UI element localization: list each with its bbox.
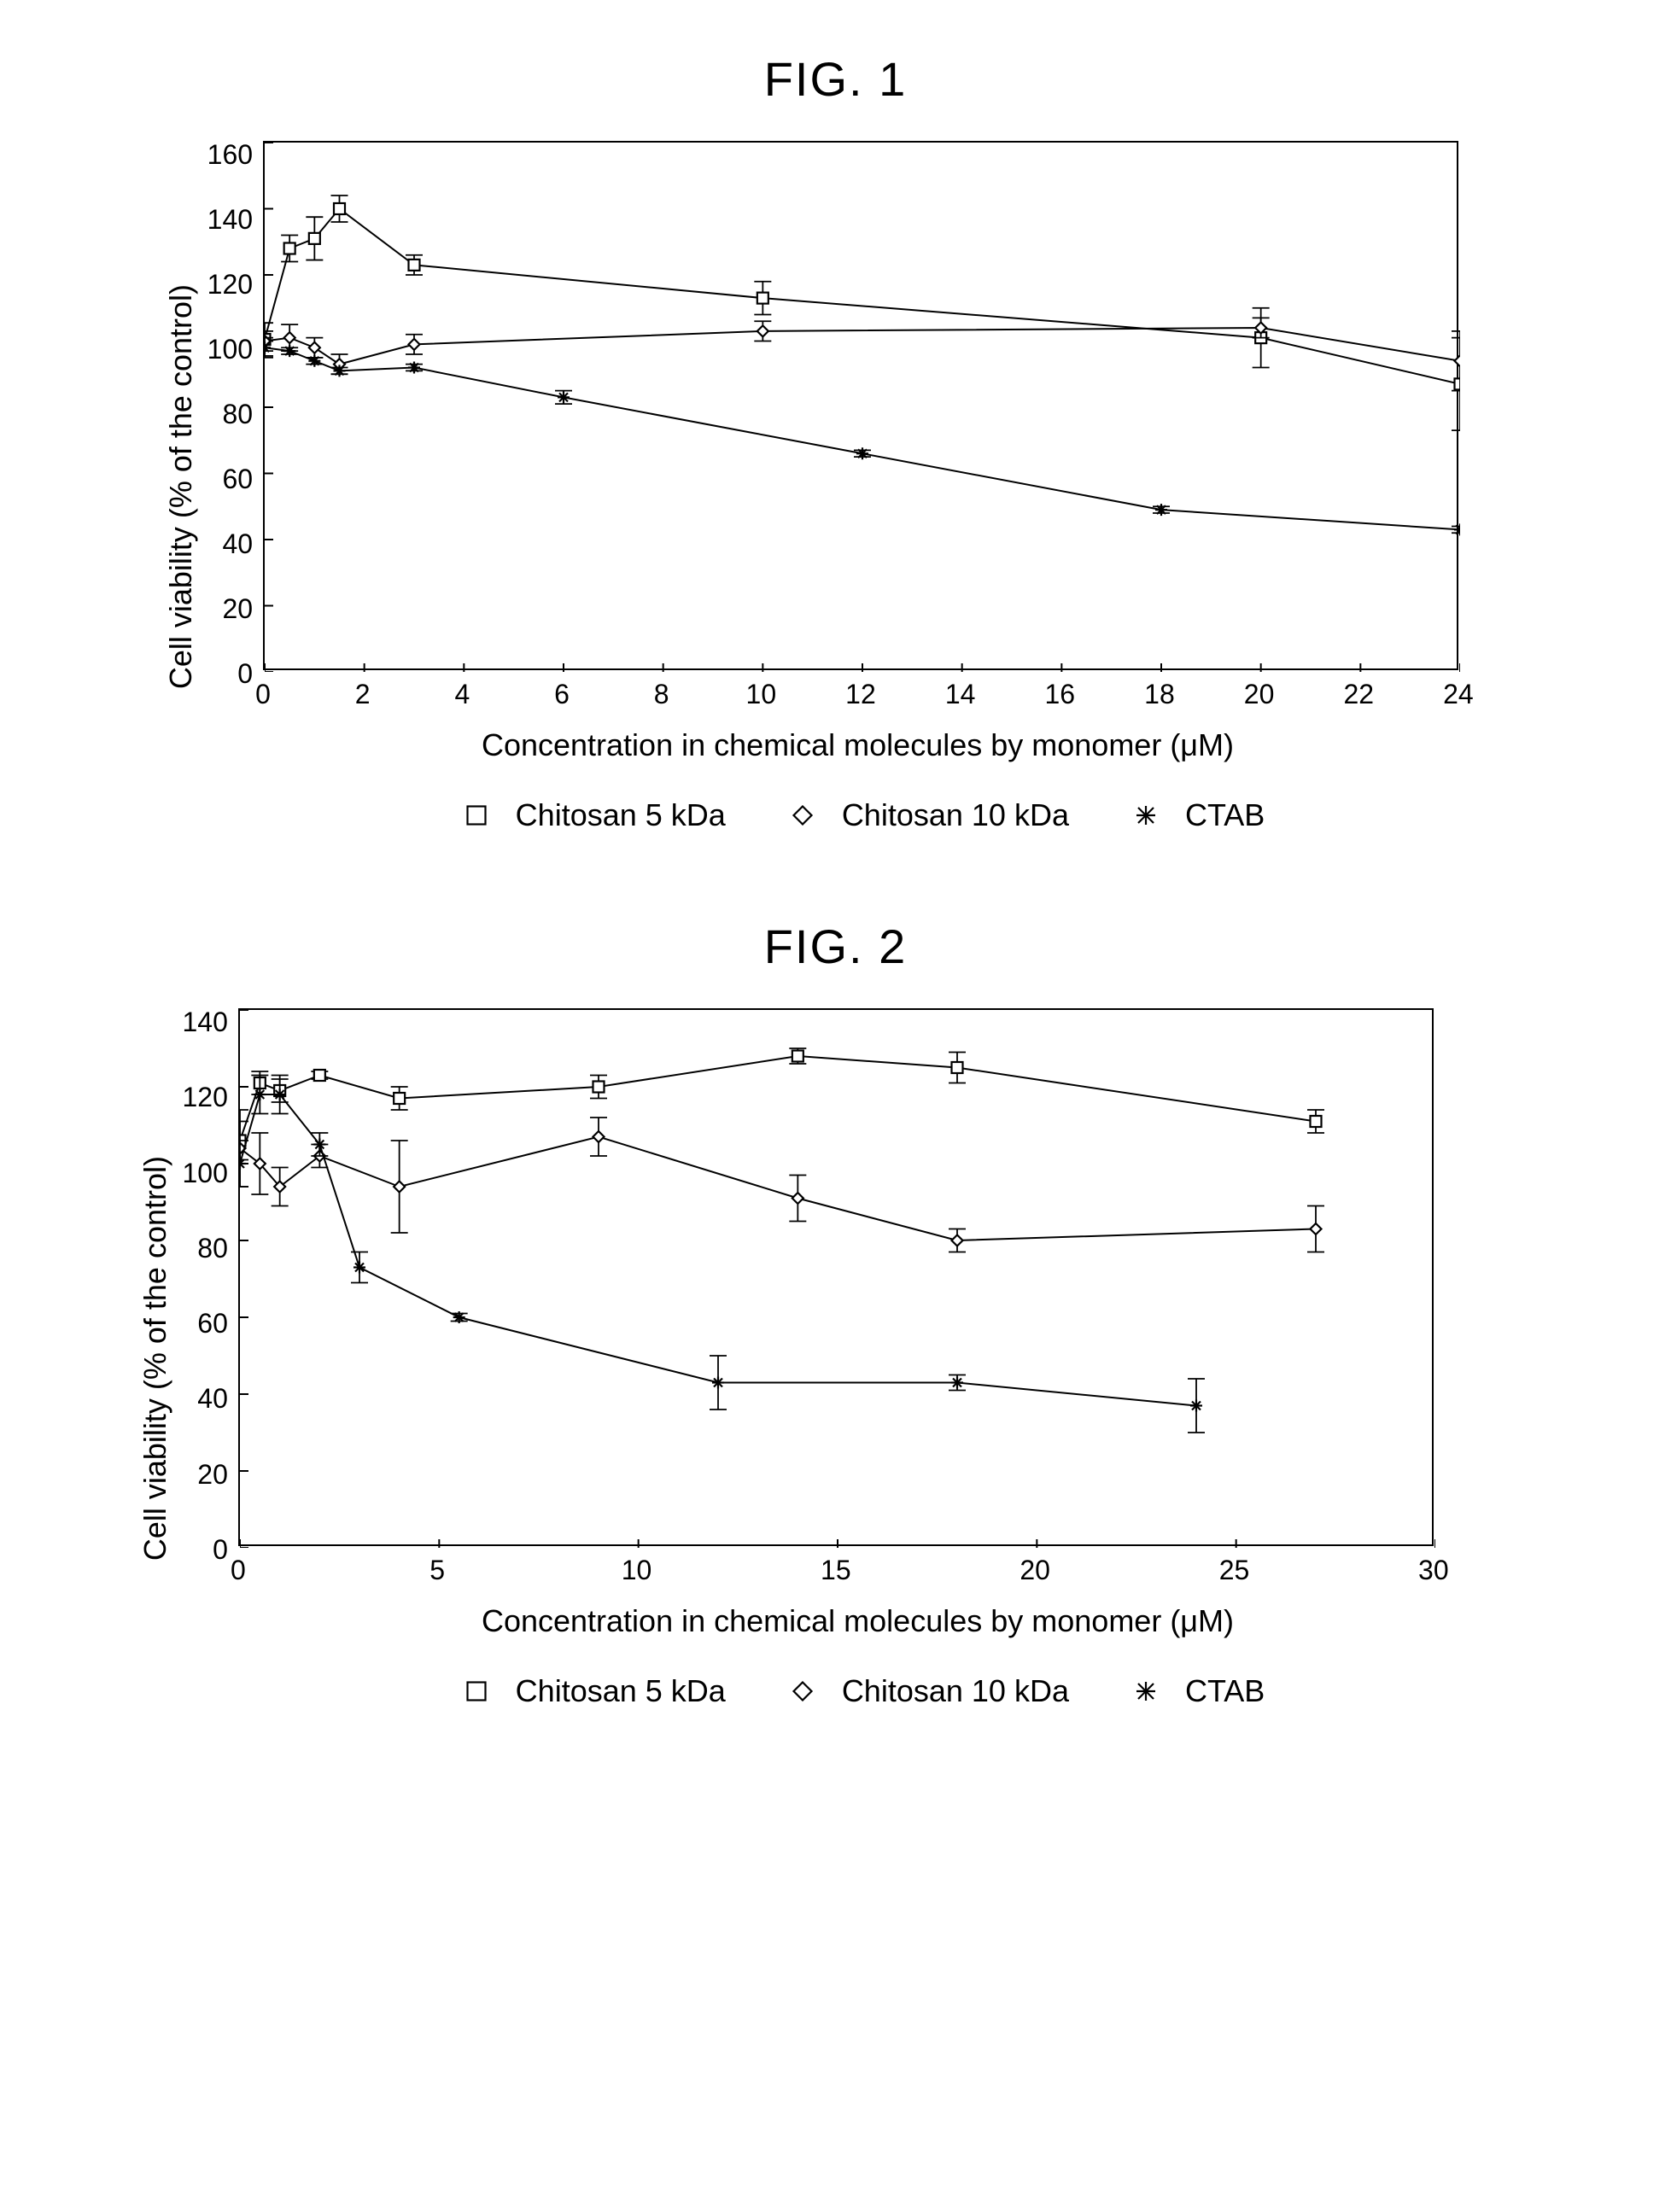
legend-label: Chitosan 5 kDa	[516, 1673, 726, 1709]
x-tick-label: 4	[412, 679, 512, 710]
plot-svg	[240, 1010, 1435, 1548]
legend-label: Chitosan 5 kDa	[516, 797, 726, 833]
legend-marker-icon	[1120, 1681, 1171, 1701]
legend-item: CTAB	[1120, 797, 1265, 833]
x-tick-label: 22	[1309, 679, 1409, 710]
x-ticks: 051015202530	[138, 1555, 1533, 1586]
y-ticks: 160140120100806040200	[207, 141, 253, 687]
y-tick-label: 80	[222, 400, 253, 428]
plot-svg	[265, 143, 1460, 672]
x-tick-label: 20	[936, 1555, 1135, 1586]
y-tick-label: 100	[207, 336, 253, 363]
legend-item: Chitosan 10 kDa	[777, 1673, 1069, 1709]
legend-item: Chitosan 5 kDa	[451, 797, 726, 833]
figure-1: FIG. 1 Cell viability (% of the control)…	[34, 51, 1637, 833]
x-tick-label: 30	[1334, 1555, 1533, 1586]
legend-label: CTAB	[1185, 797, 1265, 833]
y-tick-label: 160	[207, 141, 253, 168]
x-tick-label: 8	[611, 679, 711, 710]
legend-item: Chitosan 10 kDa	[777, 797, 1069, 833]
y-tick-label: 60	[197, 1310, 228, 1337]
x-tick-label: 6	[512, 679, 612, 710]
chart-wrapper: Cell viability (% of the control) 140 120…	[34, 1008, 1637, 1709]
y-tick-label: 40	[197, 1385, 228, 1412]
y-tick-label: 40	[222, 530, 253, 557]
legend-item: Chitosan 5 kDa	[451, 1673, 726, 1709]
y-axis-label: Cell viability (% of the control)	[137, 1156, 173, 1561]
x-axis-label: Concentration in chemical molecules by m…	[482, 1603, 1234, 1639]
chart-wrapper: Cell viability (% of the control) 160140…	[34, 141, 1637, 833]
figure-2: FIG. 2 Cell viability (% of the control)…	[34, 919, 1637, 1709]
x-tick-label: 25	[1135, 1555, 1334, 1586]
legend-marker-icon	[451, 805, 502, 826]
legend-label: CTAB	[1185, 1673, 1265, 1709]
y-tick-label: 120	[182, 1083, 227, 1111]
legend-label: Chitosan 10 kDa	[842, 797, 1069, 833]
x-tick-label: 20	[1209, 679, 1309, 710]
x-tick-label: 14	[910, 679, 1010, 710]
legend: Chitosan 5 kDa Chitosan 10 kDa CTAB	[451, 797, 1265, 833]
y-tick-label: 140	[207, 206, 253, 233]
x-tick-label: 12	[811, 679, 911, 710]
y-tick-label: 140	[182, 1008, 227, 1036]
x-tick-label: 2	[313, 679, 412, 710]
figure-title: FIG. 2	[34, 919, 1637, 974]
x-axis-label: Concentration in chemical molecules by m…	[482, 727, 1234, 763]
y-tick-label: 80	[197, 1234, 228, 1262]
legend-marker-icon	[777, 805, 828, 826]
x-tick-label: 0	[213, 679, 313, 710]
x-tick-label: 10	[711, 679, 811, 710]
y-axis-label: Cell viability (% of the control)	[163, 284, 199, 689]
y-ticks: 140120100806040200	[182, 1008, 227, 1563]
x-tick-label: 5	[338, 1555, 537, 1586]
legend: Chitosan 5 kDa Chitosan 10 kDa CTAB	[451, 1673, 1265, 1709]
plot-box	[238, 1008, 1434, 1546]
x-tick-label: 24	[1409, 679, 1509, 710]
x-ticks: 024681012141618202224	[213, 679, 1509, 710]
figure-title: FIG. 1	[34, 51, 1637, 107]
x-tick-label: 10	[537, 1555, 736, 1586]
x-tick-label: 18	[1110, 679, 1210, 710]
y-tick-label: 20	[222, 595, 253, 622]
legend-marker-icon	[1120, 805, 1171, 826]
y-tick-label: 120	[207, 271, 253, 298]
y-tick-label: 20	[197, 1461, 228, 1488]
y-tick-label: 60	[222, 465, 253, 493]
plot-box	[263, 141, 1458, 670]
x-tick-label: 15	[736, 1555, 935, 1586]
legend-marker-icon	[777, 1681, 828, 1701]
legend-label: Chitosan 10 kDa	[842, 1673, 1069, 1709]
legend-marker-icon	[451, 1681, 502, 1701]
x-tick-label: 16	[1010, 679, 1110, 710]
legend-item: CTAB	[1120, 1673, 1265, 1709]
y-tick-label: 100	[182, 1159, 227, 1187]
